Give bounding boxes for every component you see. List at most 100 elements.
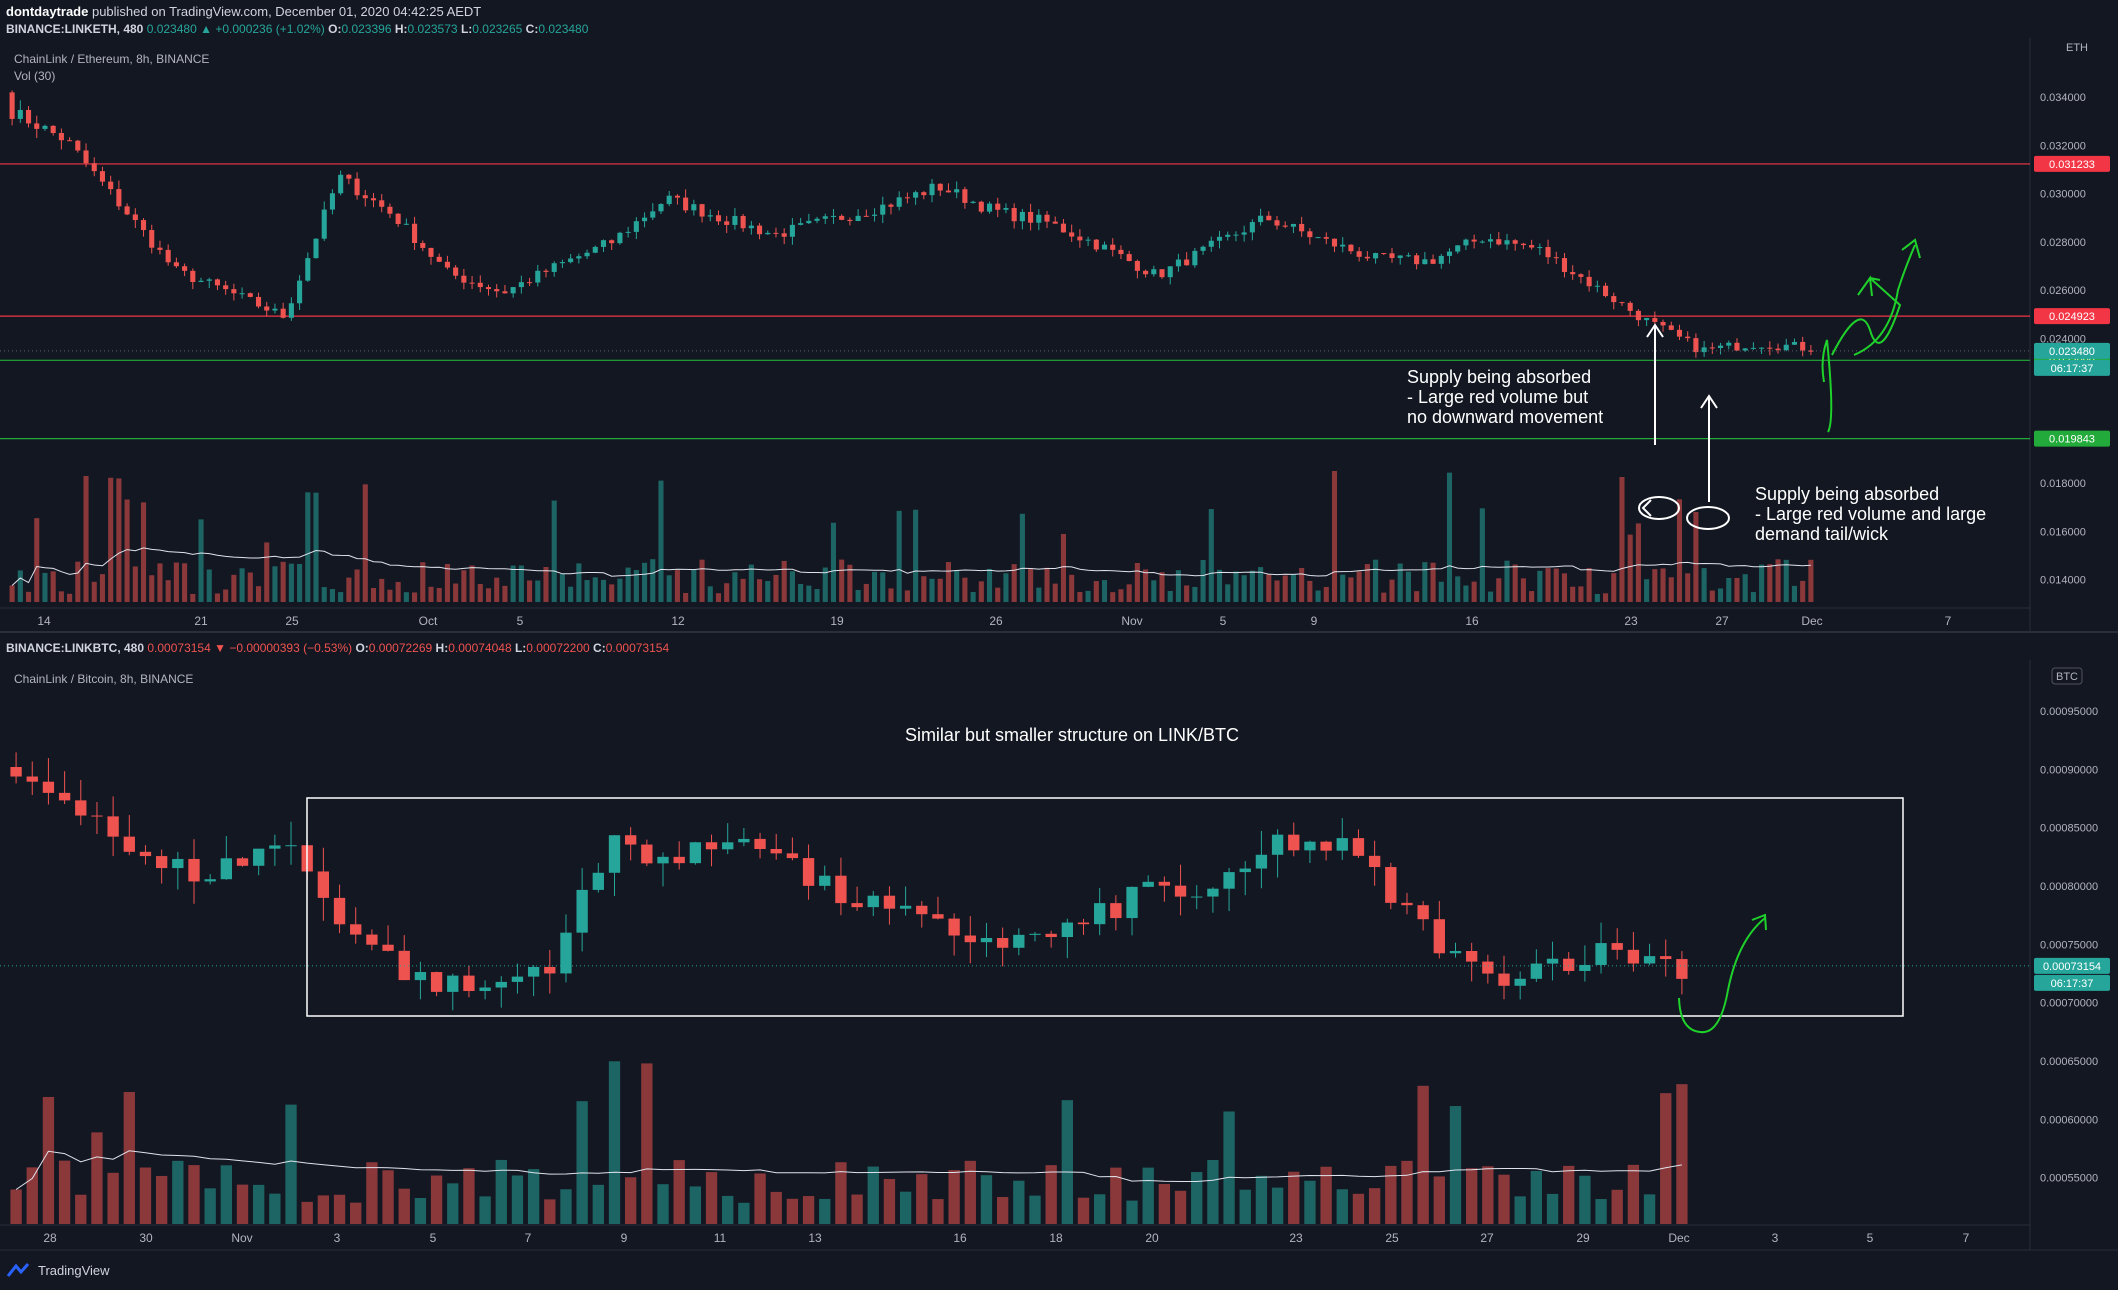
volume-bar (366, 1162, 378, 1224)
volume-bar (91, 1132, 103, 1224)
candle-body (346, 174, 352, 179)
y-tick-label: 0.032000 (2040, 140, 2086, 152)
volume-bar (1808, 559, 1814, 602)
candle-body (1288, 834, 1300, 851)
candle-body (789, 224, 795, 237)
bottom-currency-box (2051, 667, 2083, 685)
volume-bar (781, 560, 787, 602)
volume-bar (1643, 1194, 1656, 1224)
volume-bar (317, 1195, 330, 1224)
volume-bar (527, 1169, 540, 1224)
volume-bar (1545, 568, 1551, 602)
candle-body (1266, 215, 1272, 221)
y-tick-label: 0.00070000 (2040, 998, 2098, 1010)
top-open: 0.023396 (341, 22, 392, 36)
candle-body (1368, 855, 1381, 868)
candle-body (1594, 285, 1600, 287)
x-tick-label: 18 (1049, 1231, 1063, 1245)
x-tick-label: 27 (1480, 1231, 1494, 1245)
candle-body (220, 858, 232, 880)
footer[interactable]: TradingView (6, 1262, 110, 1278)
bottom-l-label: L: (514, 641, 527, 655)
x-tick-label: 16 (953, 1231, 967, 1245)
pane-borders (0, 38, 2118, 1251)
volume-bar (1290, 574, 1296, 602)
volume-bar (1134, 562, 1140, 602)
volume-bar (1709, 590, 1715, 602)
candle-body (123, 836, 135, 852)
candle-body (786, 853, 799, 859)
candle-body (600, 240, 607, 247)
top-c-label: C: (525, 22, 539, 36)
volume-circle-b (1686, 506, 1730, 530)
volume-bar (1466, 1168, 1478, 1224)
y-tick-label: 0.00090000 (2040, 764, 2098, 776)
volume-bar (75, 1194, 87, 1224)
candle-body (1783, 344, 1789, 351)
candle-body (132, 214, 138, 221)
candle-body (172, 858, 184, 869)
candle-body (83, 150, 89, 164)
forecast-curve-bottom (1678, 917, 1766, 1034)
candle-body (42, 781, 55, 793)
candle-body (954, 189, 960, 193)
candle-body (559, 262, 565, 264)
candle-body (1364, 256, 1370, 259)
candle-body (921, 192, 927, 196)
candle-body (502, 291, 508, 294)
volume-bar (188, 1165, 200, 1224)
volume-bar (1767, 564, 1773, 602)
candle-body (116, 189, 122, 207)
candle-body (527, 282, 533, 284)
volume-bar (1471, 581, 1477, 602)
candle-body (1652, 318, 1658, 322)
author-name[interactable]: dontdaytrade (6, 4, 89, 19)
volume-bar (913, 509, 919, 602)
volume-bar (1676, 1084, 1688, 1224)
candle-body (765, 232, 771, 235)
volume-bar (220, 1165, 232, 1224)
bottom-symbol[interactable]: BINANCE:LINKBTC, 480 (6, 641, 145, 655)
forecast-dip-a (1821, 339, 1833, 433)
volume-bar (42, 572, 48, 602)
x-tick-label: Dec (1801, 614, 1822, 628)
candle-body (1381, 253, 1387, 255)
volume-bar (1717, 588, 1724, 602)
candle-body (444, 261, 450, 268)
candle-body (1126, 254, 1132, 262)
volume-bar (1504, 560, 1510, 602)
volume-bar (239, 568, 245, 602)
candle-body (1455, 245, 1461, 252)
candle-body (182, 266, 188, 271)
y-tick-label: 0.00060000 (2040, 1114, 2098, 1126)
volume-bar (773, 574, 779, 602)
volume-bar (269, 1193, 281, 1224)
volume-bar (1340, 574, 1346, 602)
volume-bar (1512, 564, 1518, 602)
candle-body (880, 204, 886, 215)
top-symbol[interactable]: BINANCE:LINKETH, 480 (6, 22, 144, 36)
volume-bar (871, 571, 878, 602)
volume-bar (673, 1160, 685, 1224)
candle-body (830, 215, 837, 217)
candle-body (666, 195, 672, 205)
candle-body (962, 189, 968, 203)
candle-body (691, 204, 697, 211)
candle-body (485, 287, 492, 290)
y-tick-label: 0.00055000 (2040, 1173, 2098, 1185)
volume-bar (1044, 567, 1050, 602)
forecast-head-b (1901, 238, 1921, 259)
volume-bar (896, 510, 902, 602)
volume-bar (1288, 1171, 1300, 1224)
candle-body (288, 303, 294, 318)
candle-body (1167, 266, 1173, 278)
volume-bar (1529, 591, 1535, 602)
volume-bar (420, 562, 426, 602)
candle-body (839, 215, 845, 220)
candle-body (1356, 251, 1362, 257)
x-tick-label: 19 (830, 614, 844, 628)
bottom-currency-label: BTC (2056, 671, 2078, 683)
candle-body (1061, 922, 1073, 938)
candle-body (1463, 239, 1469, 246)
